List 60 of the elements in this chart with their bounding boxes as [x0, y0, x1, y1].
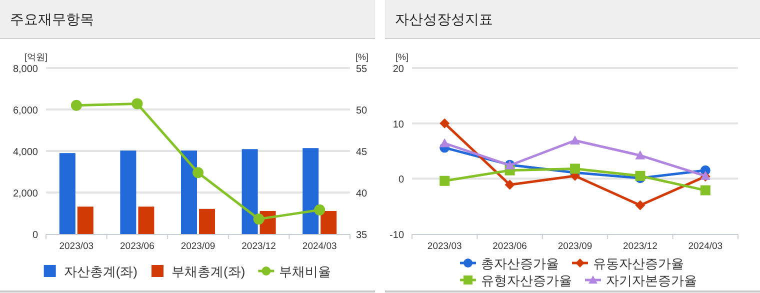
y-tick-label: 10 [392, 119, 404, 130]
bar [242, 149, 258, 234]
y-tick-label: 2,000 [12, 188, 38, 200]
y2-tick-label: 55 [356, 64, 368, 75]
point [253, 214, 264, 225]
y2-tick-label: 35 [356, 230, 368, 241]
bar [77, 206, 94, 234]
point [570, 164, 580, 174]
chart-title: 주요재무항목 [10, 11, 94, 27]
bar [302, 148, 319, 234]
point [635, 170, 646, 181]
y-tick-label: 8,000 [12, 64, 38, 75]
x-tick-label: 2023/09 [558, 241, 592, 252]
y2-tick-label: 45 [356, 147, 368, 158]
bar [181, 150, 197, 234]
point [635, 200, 646, 210]
chart-title: 자산성장성지표 [395, 11, 493, 27]
x-tick-label: 2023/12 [623, 241, 658, 252]
x-tick-label: 2023/06 [492, 241, 527, 252]
x-tick-label: 2023/09 [180, 241, 216, 252]
point [440, 138, 450, 148]
y2-tick-label: 50 [356, 106, 368, 116]
legend-label: 부채비율 [279, 264, 332, 279]
x-tick-label: 2023/03 [59, 241, 94, 252]
point [132, 98, 143, 110]
legend-label: 부채총계(좌) [172, 264, 246, 279]
x-tick-label: 2023/12 [242, 241, 276, 252]
y2-tick-label: 40 [356, 188, 368, 200]
bar [320, 210, 337, 234]
bar [120, 150, 136, 234]
point [70, 100, 82, 111]
x-tick-label: 2024/03 [688, 241, 723, 252]
x-tick-label: 2024/03 [302, 241, 337, 252]
x-tick-label: 2023/03 [427, 241, 462, 252]
point [440, 118, 450, 128]
y-tick-label: 4,000 [12, 147, 38, 158]
x-tick-label: 2023/06 [120, 241, 154, 252]
y-tick-label: 6,000 [12, 106, 38, 116]
y-axis-title: [%] [395, 52, 409, 62]
bar [59, 153, 76, 234]
y-axis-title: [억원] [24, 52, 48, 62]
legend-label: 총자산증가율 [481, 256, 559, 271]
y-tick-label: 20 [392, 64, 404, 75]
legend-label: 자산총계(좌) [64, 264, 138, 279]
legend-label: 유동자산증가율 [593, 256, 684, 271]
bar [138, 206, 154, 234]
point [570, 135, 580, 144]
y2-axis-title: [%] [355, 52, 369, 62]
point [635, 150, 646, 160]
point [700, 185, 710, 196]
legend-label: 자기자본증가율 [606, 273, 697, 288]
y-tick-label: 0 [32, 230, 38, 241]
point [192, 167, 204, 178]
bar [199, 208, 215, 234]
point [440, 176, 450, 186]
y-tick-label: 0 [398, 174, 404, 186]
point [504, 180, 515, 190]
legend-label: 유형자산증가율 [481, 273, 572, 288]
y-tick-label: -10 [390, 230, 404, 241]
point [314, 204, 326, 216]
